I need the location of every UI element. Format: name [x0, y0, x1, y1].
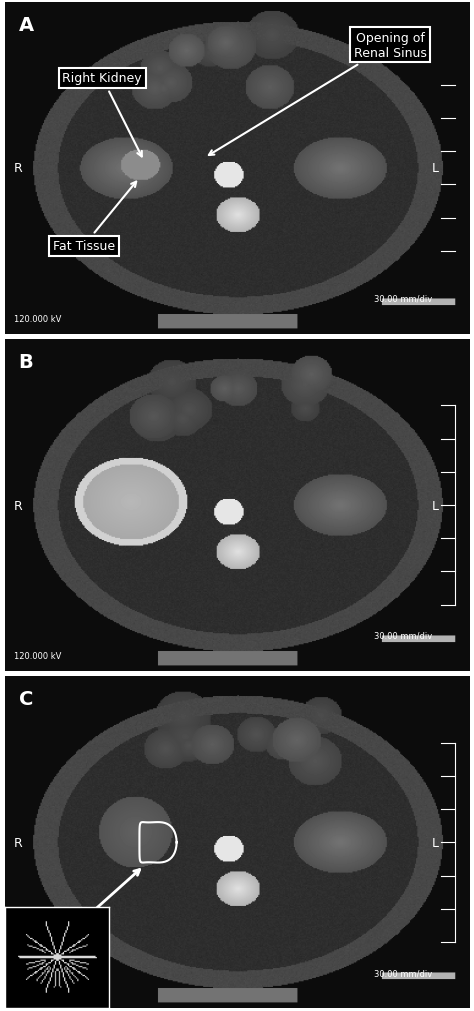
Text: A: A: [18, 16, 34, 34]
Text: B: B: [18, 353, 34, 372]
Text: 30.00 mm/div: 30.00 mm/div: [374, 969, 432, 978]
Text: R: R: [14, 499, 23, 512]
Text: R: R: [14, 162, 23, 175]
Text: Opening of
Renal Sinus: Opening of Renal Sinus: [209, 31, 427, 156]
Text: C: C: [18, 690, 33, 709]
Text: 120.000 kV: 120.000 kV: [14, 988, 62, 997]
Text: L: L: [432, 162, 439, 175]
Text: 120.000 kV: 120.000 kV: [14, 314, 62, 324]
Text: Right Kidney: Right Kidney: [63, 73, 142, 158]
Text: L: L: [432, 836, 439, 849]
Text: R: R: [14, 836, 23, 849]
Text: 30.00 mm/div: 30.00 mm/div: [374, 294, 432, 303]
Text: 30.00 mm/div: 30.00 mm/div: [374, 631, 432, 640]
Text: L: L: [432, 499, 439, 512]
Text: 120.000 kV: 120.000 kV: [14, 651, 62, 660]
Text: Fat Tissue: Fat Tissue: [53, 182, 136, 253]
